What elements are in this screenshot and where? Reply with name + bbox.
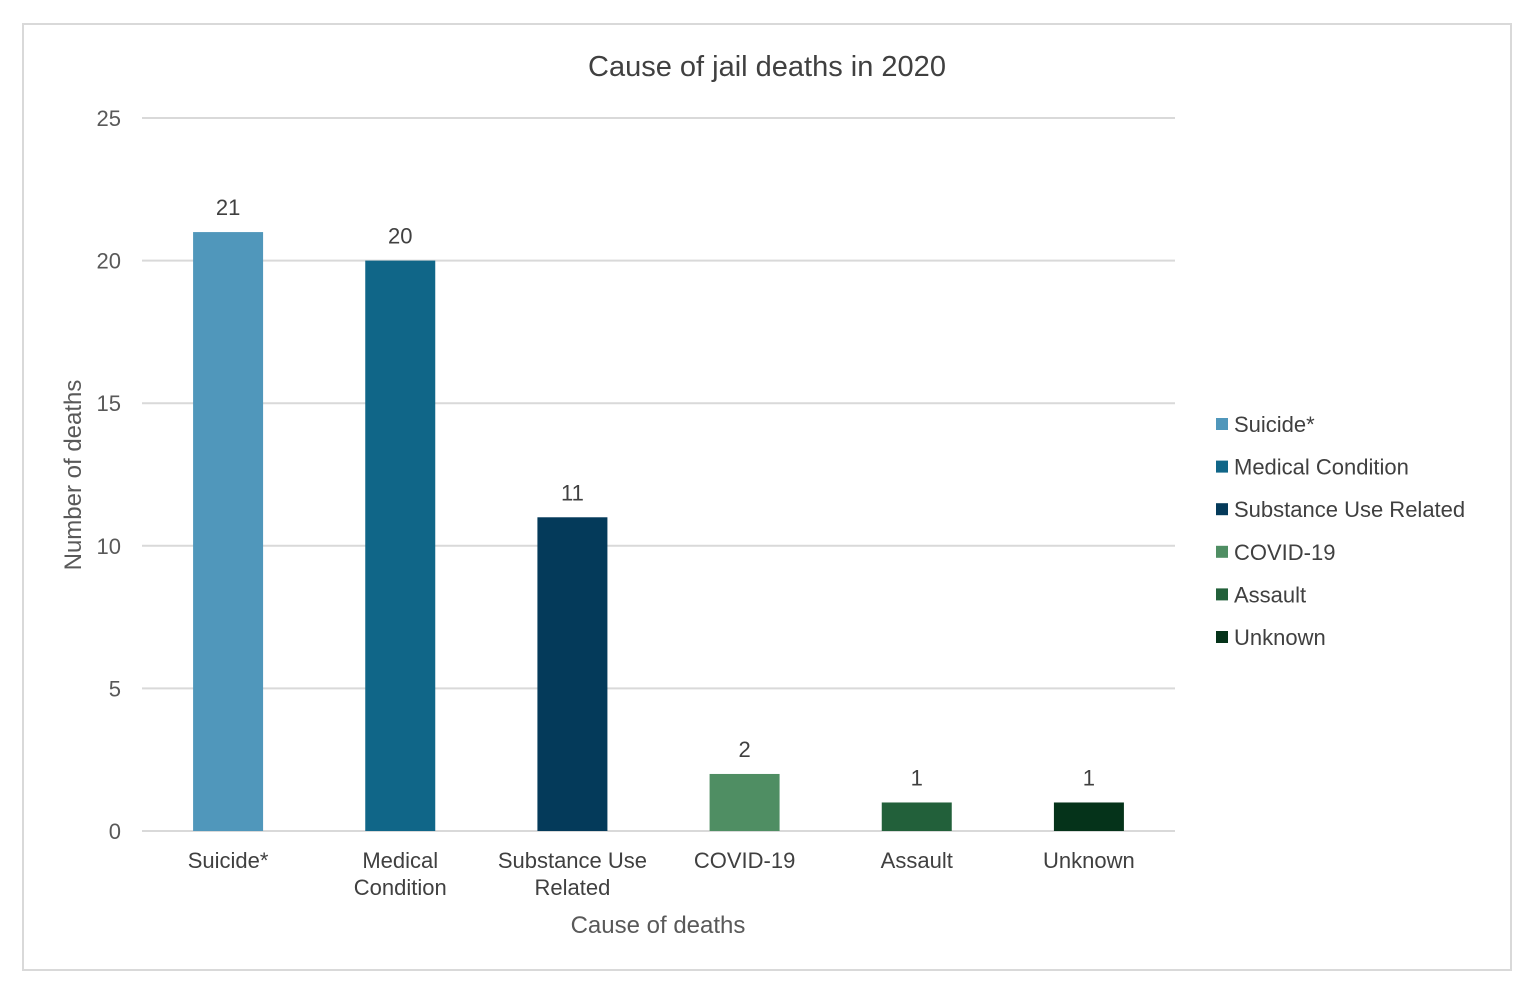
x-category-label: Related <box>534 875 610 900</box>
data-label: 1 <box>1083 765 1095 790</box>
legend-swatch <box>1216 545 1228 558</box>
data-label: 21 <box>216 195 240 220</box>
data-label: 20 <box>388 224 412 249</box>
data-label: 2 <box>738 737 750 762</box>
y-tick-label: 20 <box>97 249 121 274</box>
bar <box>1053 802 1124 831</box>
legend-swatch <box>1216 588 1228 601</box>
legend-item-label: Unknown <box>1234 625 1326 650</box>
legend-item-label: Medical Condition <box>1234 455 1409 480</box>
legend-swatch <box>1216 631 1228 643</box>
y-tick-label: 10 <box>97 534 121 559</box>
bars <box>193 232 1124 832</box>
legend-swatch <box>1216 503 1228 516</box>
legend-item-label: Assault <box>1234 582 1306 607</box>
bar <box>881 802 952 831</box>
x-category-label: COVID-19 <box>694 848 795 873</box>
x-category-label: Unknown <box>1043 848 1135 873</box>
y-axis-title: Number of deaths <box>60 380 87 571</box>
legend-item-label: Substance Use Related <box>1234 497 1465 522</box>
legend-swatch <box>1216 460 1228 473</box>
data-label: 11 <box>561 480 584 505</box>
y-tick-label: 0 <box>109 819 121 844</box>
legend-swatch <box>1216 418 1228 430</box>
legend-item-label: Suicide* <box>1234 412 1315 437</box>
y-tick-label: 15 <box>97 391 121 416</box>
x-category-label: Substance Use <box>498 848 647 873</box>
x-category-label: Medical <box>362 848 438 873</box>
x-category-label: Suicide* <box>188 848 269 873</box>
y-tick-label: 5 <box>109 676 121 701</box>
gridlines <box>142 117 1175 832</box>
x-axis-title: Cause of deaths <box>571 912 746 939</box>
x-category-label: Assault <box>881 848 953 873</box>
bar <box>193 232 264 831</box>
legend-item-label: COVID-19 <box>1234 540 1335 565</box>
bar <box>365 260 436 832</box>
y-axis-ticks: 0 5 10 15 20 25 <box>97 106 121 844</box>
x-category-label: Condition <box>354 875 447 900</box>
bar <box>709 773 780 831</box>
legend: Suicide* Medical Condition Substance Use R… <box>1216 412 1465 650</box>
y-tick-label: 25 <box>97 106 121 131</box>
chart-title: Cause of jail deaths in 2020 <box>588 51 946 83</box>
data-label: 1 <box>911 765 923 790</box>
bar <box>537 517 608 831</box>
